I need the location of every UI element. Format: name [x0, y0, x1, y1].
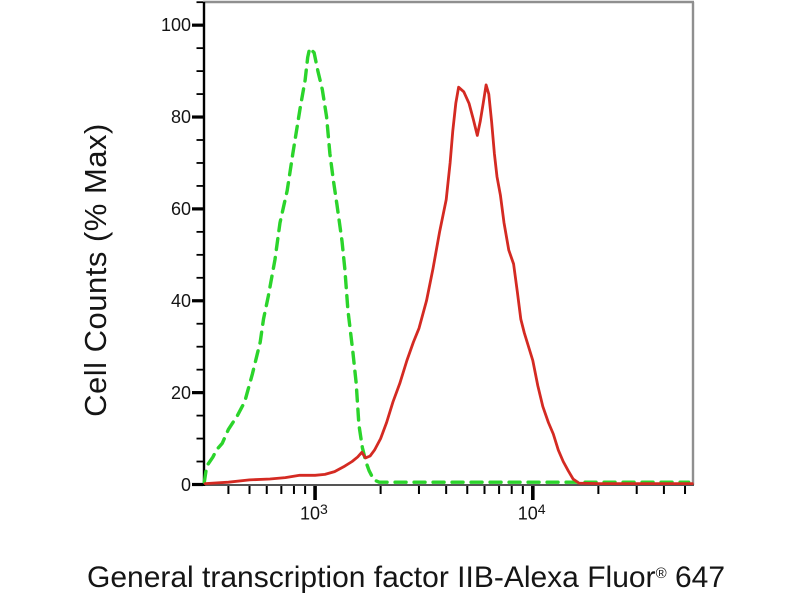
x-tick-label-base: 10	[517, 503, 538, 524]
y-tick-label: 40	[170, 290, 191, 311]
y-tick-label: 100	[160, 15, 191, 36]
y-axis-title: Cell Counts (% Max)	[78, 123, 113, 417]
y-tick-label: 20	[170, 382, 191, 403]
x-axis-title-main: General transcription factor IIB-Alexa F…	[86, 561, 656, 594]
antibody-curve	[203, 83, 694, 486]
x-tick-label-exponent: 3	[320, 501, 328, 517]
x-tick-label: 104	[518, 499, 546, 524]
control-curve	[202, 46, 691, 484]
x-tick-label-base: 10	[300, 503, 321, 524]
x-tick-label: 103	[300, 499, 328, 524]
x-tick-label-exponent: 4	[537, 501, 546, 517]
y-tick-label: 0	[180, 474, 191, 495]
registered-trademark-icon: ®	[655, 565, 667, 582]
x-axis-title-suffix: 647	[666, 561, 726, 594]
y-tick-label: 60	[170, 198, 191, 219]
x-axis-title: General transcription factor IIB-Alexa F…	[87, 561, 725, 595]
y-tick-label: 80	[170, 107, 191, 128]
